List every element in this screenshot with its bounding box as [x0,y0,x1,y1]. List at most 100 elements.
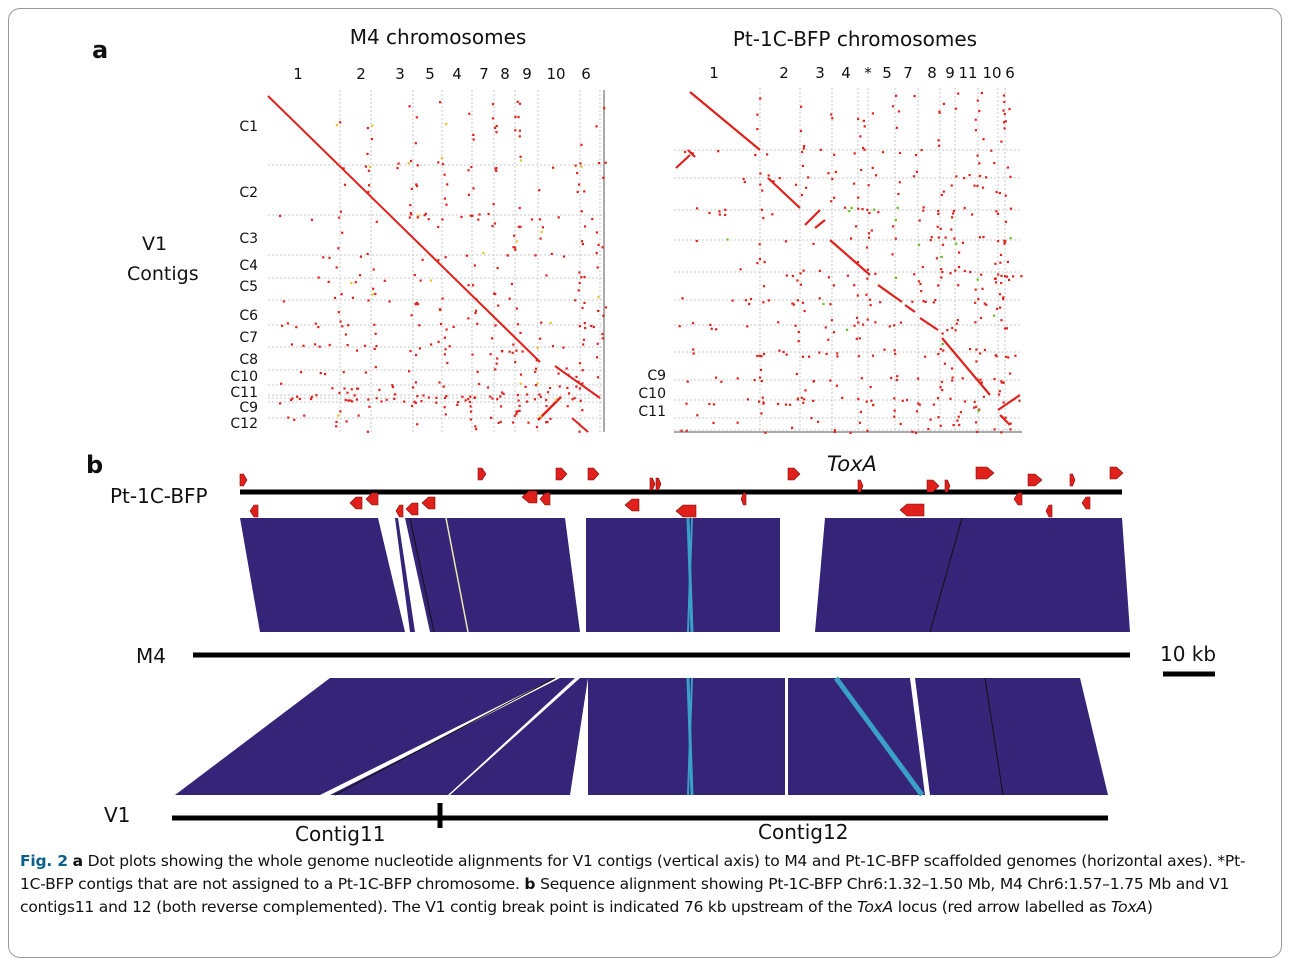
dot-point [993,162,996,165]
dot-point [538,393,541,396]
dot-point [983,302,986,305]
dot-point [975,421,978,424]
dot-point [1007,356,1010,359]
dot-point [380,400,383,403]
dot-point [736,377,739,380]
dot-point [601,332,604,336]
dot-point [366,152,369,155]
dot-point [495,131,498,134]
dot-point [418,324,421,327]
dot-point [961,241,964,244]
dot-point [856,261,860,264]
dot-point [685,429,688,432]
dot-point [1012,275,1015,278]
dot-point [913,95,916,98]
dot-point [818,297,821,300]
dot-point [710,327,713,330]
dot-point [976,99,979,102]
toxa-gene-label: ToxA [827,452,877,476]
dot-point [374,292,377,296]
dot-point [758,243,761,246]
dot-point [597,243,600,246]
dot-point [997,240,1000,243]
dot-point [951,216,954,219]
dot-point [778,349,781,352]
x-tick-label: 11 [958,64,977,82]
dot-point [940,276,943,279]
dot-point [1008,278,1011,281]
dot-point [871,166,874,169]
alignment-diagonal [675,154,691,169]
dot-point [808,355,811,358]
dot-point [940,380,943,384]
dot-point [281,324,284,327]
dot-point [973,184,976,187]
dot-point [857,207,860,210]
gene-arrow [857,479,864,493]
dot-point [1001,415,1004,418]
dot-point [833,429,836,432]
dot-point [590,324,593,328]
dot-point [444,396,447,399]
dot-point [998,293,1002,296]
dot-point [385,398,388,401]
dot-point [439,323,443,326]
x-tick-label: 7 [479,65,489,83]
alignment-block [815,518,1130,632]
dot-point [869,385,872,389]
dot-point [841,396,844,399]
dot-point [373,323,376,326]
dot-point [324,373,327,376]
dot-point [939,424,942,427]
dot-point [978,236,982,239]
dot-point [545,405,548,408]
dot-point [978,109,981,113]
dot-point [812,380,815,383]
dot-point [603,107,606,110]
dot-point [863,148,866,151]
x-tick-label: 9 [945,64,955,82]
dot-point [1003,100,1006,104]
dot-point [993,378,996,381]
dot-point [517,399,520,402]
x-tick-label: 6 [1005,64,1015,82]
dot-point [680,429,683,432]
panel-b-label: b [86,451,103,479]
dot-point [897,192,900,196]
dot-point [997,273,1000,276]
dot-point [495,169,498,172]
dot-point [557,216,560,219]
dot-point [534,254,537,257]
dot-point [335,266,338,269]
x-tick-label: 4 [452,65,462,83]
dot-point [855,316,859,319]
dot-point [383,279,386,282]
dot-point [976,154,979,157]
dot-point [804,389,807,392]
dot-point [940,255,943,258]
dot-point [954,107,957,110]
dot-point [758,258,762,261]
dot-point [345,420,348,423]
dot-point [430,343,433,346]
dot-point [981,287,984,290]
dot-point [746,398,749,401]
dot-point [534,370,537,373]
dot-point [295,326,298,329]
dot-point [759,97,762,100]
alignment-link [929,517,963,633]
dot-point [375,220,378,223]
dot-point [512,246,515,249]
dot-point [545,421,548,424]
dot-point [942,190,945,193]
dot-point [417,214,420,217]
dot-point [881,151,885,154]
alignment-block [395,518,415,632]
dot-point [788,403,792,406]
dot-point [974,288,977,291]
dot-point [421,258,424,261]
dot-point [341,325,344,328]
dot-point [980,381,983,384]
dot-point [578,183,581,186]
dot-point [792,303,795,306]
